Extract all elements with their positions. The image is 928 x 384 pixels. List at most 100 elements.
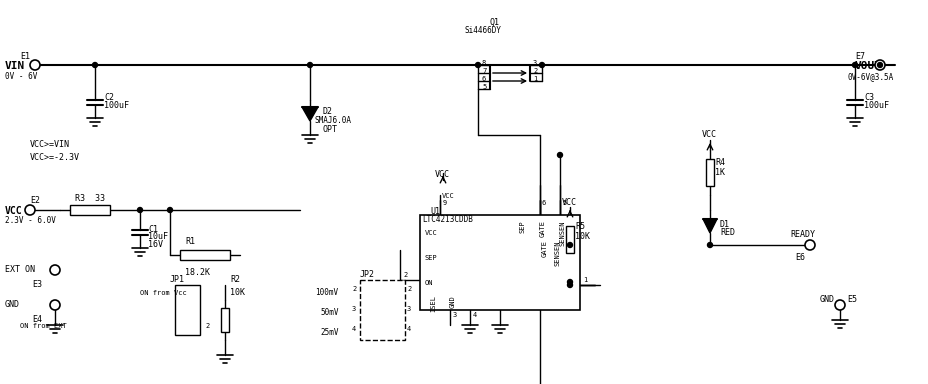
Text: E5: E5	[846, 295, 856, 304]
Circle shape	[25, 205, 35, 215]
Text: READY: READY	[789, 230, 814, 239]
Text: ON from EXT: ON from EXT	[20, 323, 67, 329]
Text: ISEL: ISEL	[430, 295, 435, 312]
Circle shape	[805, 240, 814, 250]
Text: C1: C1	[148, 225, 158, 234]
Text: 6: 6	[482, 76, 485, 82]
Text: C2: C2	[104, 93, 114, 102]
Text: E4: E4	[32, 315, 42, 324]
Text: 7: 7	[482, 68, 485, 74]
Text: VCC: VCC	[702, 130, 716, 139]
Text: 4: 4	[352, 326, 355, 332]
Text: 3: 3	[406, 306, 411, 312]
Text: R3  33: R3 33	[75, 194, 105, 203]
Text: 16V: 16V	[148, 240, 162, 249]
Text: 100uF: 100uF	[104, 101, 129, 110]
Text: 10K: 10K	[574, 232, 589, 241]
Bar	[180, 250, 230, 260]
Text: GATE: GATE	[541, 240, 548, 257]
Text: D1: D1	[719, 220, 729, 229]
Circle shape	[834, 300, 844, 310]
Text: 1: 1	[583, 277, 586, 283]
Text: VCC>=-2.3V: VCC>=-2.3V	[30, 153, 80, 162]
Bar	[70, 205, 110, 215]
Circle shape	[307, 63, 312, 68]
Polygon shape	[702, 219, 716, 233]
Circle shape	[557, 152, 561, 157]
Circle shape	[167, 207, 173, 212]
Text: SEP: SEP	[520, 220, 525, 233]
Polygon shape	[302, 107, 317, 121]
Text: 1: 1	[533, 76, 536, 82]
Text: 3: 3	[533, 60, 536, 66]
Text: ON: ON	[424, 280, 433, 286]
Text: 5: 5	[561, 200, 566, 206]
Text: RED: RED	[719, 228, 734, 237]
Circle shape	[93, 63, 97, 68]
Circle shape	[50, 265, 60, 275]
Text: Q1: Q1	[489, 18, 499, 27]
Text: 25mV: 25mV	[319, 328, 338, 337]
Circle shape	[137, 207, 142, 212]
Circle shape	[707, 243, 712, 248]
Text: 100uF: 100uF	[863, 101, 888, 110]
Text: 2: 2	[205, 323, 209, 329]
Text: 50mV: 50mV	[319, 308, 338, 317]
Text: VCC: VCC	[5, 206, 22, 216]
Text: 9: 9	[443, 200, 446, 206]
Circle shape	[475, 63, 480, 68]
Text: GND: GND	[5, 300, 20, 309]
Text: 2.3V - 6.0V: 2.3V - 6.0V	[5, 216, 56, 225]
Text: 2: 2	[406, 286, 411, 292]
Text: C3: C3	[863, 93, 873, 102]
Circle shape	[30, 60, 40, 70]
Text: GATE: GATE	[539, 220, 546, 237]
Text: GND: GND	[449, 295, 456, 308]
Text: VCC: VCC	[424, 230, 437, 236]
Text: R2: R2	[230, 275, 239, 284]
Text: E6: E6	[794, 253, 805, 262]
Text: E7: E7	[854, 52, 864, 61]
Text: SEP: SEP	[424, 255, 437, 261]
Text: GND: GND	[819, 295, 834, 304]
Text: 10uF: 10uF	[148, 232, 168, 241]
Text: 2: 2	[533, 68, 536, 74]
Text: 6: 6	[541, 200, 546, 206]
Text: VIN: VIN	[5, 61, 25, 71]
Text: 4: 4	[472, 312, 477, 318]
Text: ON from Vcc: ON from Vcc	[140, 290, 187, 296]
Text: JP2: JP2	[360, 270, 375, 279]
Text: SENSEN: SENSEN	[560, 220, 565, 245]
Bar	[419, 215, 579, 310]
Text: VCC: VCC	[434, 170, 449, 179]
Text: 3: 3	[453, 312, 457, 318]
Text: R4: R4	[715, 158, 724, 167]
Text: VOUT: VOUT	[854, 61, 881, 71]
Circle shape	[874, 60, 884, 70]
Text: 10K: 10K	[230, 288, 245, 297]
Bar	[360, 280, 405, 340]
Text: VCC: VCC	[561, 198, 576, 207]
Text: U1: U1	[430, 207, 440, 216]
Circle shape	[852, 63, 857, 68]
Text: 5: 5	[482, 84, 485, 90]
Bar	[174, 285, 200, 335]
Text: 0V-6V@3.5A: 0V-6V@3.5A	[847, 72, 894, 81]
Text: 100mV: 100mV	[315, 288, 338, 297]
Text: 0V - 6V: 0V - 6V	[5, 72, 37, 81]
Text: EXT ON: EXT ON	[5, 265, 35, 274]
Text: 2: 2	[352, 286, 355, 292]
Circle shape	[877, 63, 882, 68]
Bar	[565, 226, 574, 253]
Text: 18.2K: 18.2K	[185, 268, 210, 277]
Text: E3: E3	[32, 280, 42, 289]
Circle shape	[567, 243, 572, 248]
Bar	[221, 308, 229, 332]
Text: SMAJ6.0A: SMAJ6.0A	[315, 116, 352, 125]
Text: 4: 4	[406, 326, 411, 332]
Bar	[705, 159, 714, 186]
Text: LTC4213CDDB: LTC4213CDDB	[421, 215, 472, 224]
Text: R5: R5	[574, 222, 585, 231]
Circle shape	[567, 280, 572, 285]
Circle shape	[539, 63, 544, 68]
